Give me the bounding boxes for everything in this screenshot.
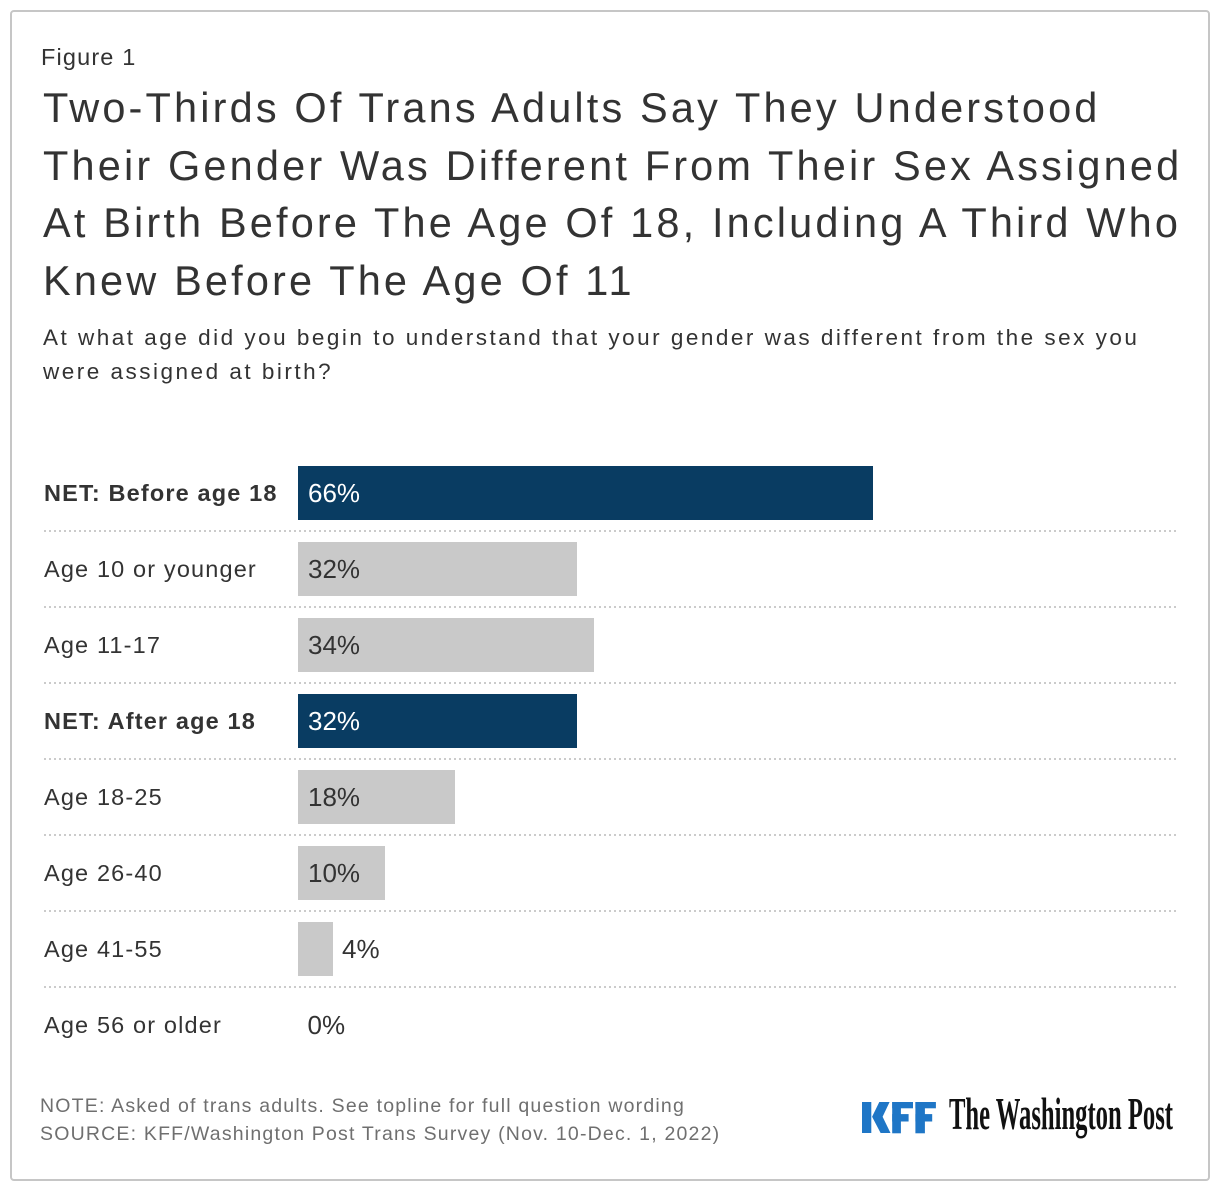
svg-text:The Washington Post: The Washington Post — [949, 1092, 1173, 1139]
